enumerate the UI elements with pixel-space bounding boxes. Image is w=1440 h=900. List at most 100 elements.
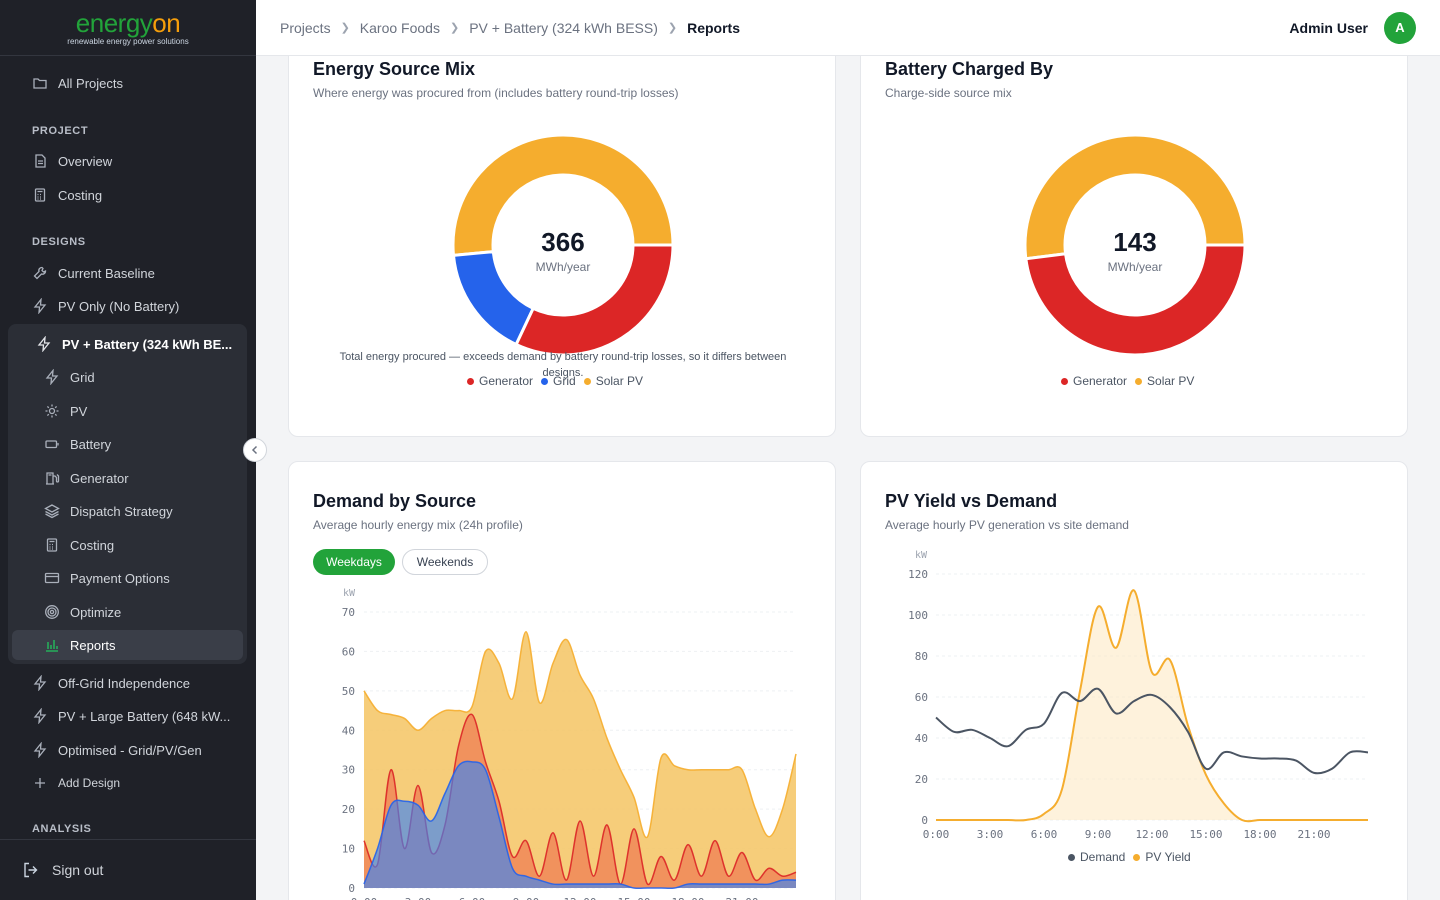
legend-item-generator[interactable]: Generator: [467, 374, 533, 388]
y-tick-label: 40: [342, 724, 355, 737]
legend-label: PV Yield: [1145, 850, 1191, 864]
legend-item-solar[interactable]: Solar PV: [1135, 374, 1194, 388]
sidebar-subitem-pv[interactable]: PV: [12, 396, 243, 426]
y-tick-label: 30: [342, 764, 355, 777]
x-tick-label: 3:00: [405, 896, 432, 900]
collapse-sidebar-button[interactable]: [243, 438, 267, 462]
energy-source-donut: [451, 133, 675, 357]
sidebar-subitem-optimize[interactable]: Optimize: [12, 597, 243, 627]
sidebar-subitem-battery[interactable]: Battery: [12, 429, 243, 459]
user-menu[interactable]: Admin User A: [1289, 11, 1416, 44]
area-grid[interactable]: [364, 761, 796, 889]
line-grid: [363, 760, 797, 890]
legend-item-grid[interactable]: Grid: [541, 374, 576, 388]
sidebar-item-label: PV + Large Battery (648 kW...: [58, 708, 231, 724]
legend-item-demand[interactable]: Demand: [1068, 850, 1125, 864]
sidebar-item-off-grid[interactable]: Off-Grid Independence: [20, 668, 242, 698]
sign-out-button[interactable]: Sign out: [0, 839, 256, 900]
breadcrumb-projects[interactable]: Projects: [280, 19, 331, 36]
sign-out-label: Sign out: [52, 862, 104, 878]
sidebar-item-current-baseline[interactable]: Current Baseline: [20, 258, 242, 288]
x-tick-label: 12:00: [563, 896, 596, 900]
chevron-left-icon: [251, 445, 258, 455]
chevron-right-icon: ❯: [449, 22, 460, 34]
card-title: Battery Charged By: [885, 59, 1054, 79]
x-tick-label: 21:00: [725, 896, 758, 900]
pv-yield-legend: Demand PV Yield: [1068, 850, 1199, 864]
x-tick-label: 18:00: [1243, 828, 1276, 841]
sidebar-subitem-grid[interactable]: Grid: [12, 362, 243, 392]
donut-slice-solar-pv[interactable]: [451, 133, 675, 257]
line-solar-pv: [363, 630, 797, 839]
donut-unit: MWh/year: [1107, 260, 1163, 274]
sidebar-subitem-generator[interactable]: Generator: [12, 463, 243, 493]
line-pv-yield[interactable]: [936, 589, 1368, 823]
card-subtitle: Charge-side source mix: [885, 86, 1012, 100]
sidebar-item-costing[interactable]: Costing: [20, 180, 242, 210]
x-tick-label: 15:00: [617, 896, 650, 900]
legend-item-solar[interactable]: Solar PV: [583, 374, 643, 388]
top-bar: Projects ❯ Karoo Foods ❯ PV + Battery (3…: [256, 0, 1440, 56]
add-design-button[interactable]: Add Design: [20, 768, 242, 798]
x-tick-label: 6:00: [459, 896, 486, 900]
lightning-icon: [32, 742, 48, 758]
lightning-icon: [32, 298, 48, 314]
sidebar-subitem-payment-options[interactable]: Payment Options: [12, 563, 243, 593]
sidebar-item-pv-large-battery[interactable]: PV + Large Battery (648 kW...: [20, 701, 242, 731]
sidebar-subitem-dispatch-strategy[interactable]: Dispatch Strategy: [12, 496, 243, 526]
area-pv-yield[interactable]: [936, 590, 1368, 822]
x-tick-label: 0:00: [923, 828, 950, 841]
sidebar-subitem-label: Optimize: [70, 604, 122, 620]
sidebar-subitem-label: Payment Options: [70, 570, 170, 586]
sidebar-item-pv-only[interactable]: PV Only (No Battery): [20, 291, 242, 321]
section-label-analysis: ANALYSIS: [32, 823, 92, 835]
sidebar-item-overview[interactable]: Overview: [20, 146, 242, 176]
bar-chart-icon: [44, 637, 60, 653]
document-icon: [32, 153, 48, 169]
y-tick-label: 80: [915, 650, 928, 663]
donut-unit: MWh/year: [535, 260, 591, 274]
y-axis-unit: kW: [915, 550, 928, 561]
logo-wordmark: energyon: [75, 7, 181, 38]
battery-charged-legend: Generator Solar PV: [1061, 374, 1202, 388]
donut-slice-generator[interactable]: [1024, 243, 1247, 357]
breadcrumb: Projects ❯ Karoo Foods ❯ PV + Battery (3…: [280, 20, 740, 36]
add-design-label: Add Design: [58, 776, 121, 790]
line-demand[interactable]: [935, 687, 1369, 775]
breadcrumb-design[interactable]: PV + Battery (324 kWh BESS): [469, 19, 658, 36]
x-tick-label: 9:00: [513, 896, 540, 900]
logout-icon: [22, 861, 40, 879]
chevron-right-icon: ❯: [340, 22, 350, 34]
tab-weekends[interactable]: Weekends: [402, 549, 488, 575]
x-tick-label: 6:00: [1031, 828, 1058, 841]
energy-source-mix-card: Energy Source Mix Where energy was procu…: [288, 30, 836, 437]
breadcrumb-project[interactable]: Karoo Foods: [359, 19, 440, 36]
brand-logo[interactable]: energyon renewable energy power solution…: [0, 0, 256, 56]
lightning-icon: [44, 369, 60, 385]
sidebar-item-pv-battery[interactable]: PV + Battery (324 kWh BE...: [12, 329, 242, 359]
donut-slice-solar-pv[interactable]: [1023, 133, 1247, 261]
card-subtitle: Average hourly PV generation vs site dem…: [885, 518, 1129, 532]
donut-slice-generator[interactable]: [514, 243, 675, 357]
section-label-project: PROJECT: [32, 125, 89, 137]
target-icon: [44, 604, 60, 620]
legend-item-pv-yield[interactable]: PV Yield: [1133, 850, 1191, 864]
calculator-icon: [32, 187, 48, 203]
avatar[interactable]: A: [1384, 11, 1416, 44]
demand-by-source-chart: kW 0 10 20 30 40 50 60 70 0:00 3:00 6:00 9:00 12:00 15…: [342, 588, 797, 900]
sidebar-subitem-label: Grid: [70, 369, 95, 385]
y-tick-label: 60: [915, 691, 928, 704]
lightning-icon: [32, 675, 48, 691]
sidebar-subitem-reports[interactable]: Reports: [12, 630, 243, 660]
legend-item-generator[interactable]: Generator: [1061, 374, 1127, 388]
fuel-icon: [44, 470, 60, 486]
credit-card-icon: [44, 570, 60, 586]
section-label-designs: DESIGNS: [32, 236, 86, 248]
legend-label: Demand: [1080, 850, 1126, 864]
tab-weekdays[interactable]: Weekdays: [313, 549, 395, 575]
sidebar-item-label: PV + Battery (324 kWh BE...: [62, 336, 233, 352]
sidebar-item-all-projects[interactable]: All Projects: [20, 68, 242, 98]
sidebar-item-optimised[interactable]: Optimised - Grid/PV/Gen: [20, 735, 242, 765]
sidebar-subitem-costing[interactable]: Costing: [12, 530, 243, 560]
legend-dot: [1061, 377, 1068, 385]
